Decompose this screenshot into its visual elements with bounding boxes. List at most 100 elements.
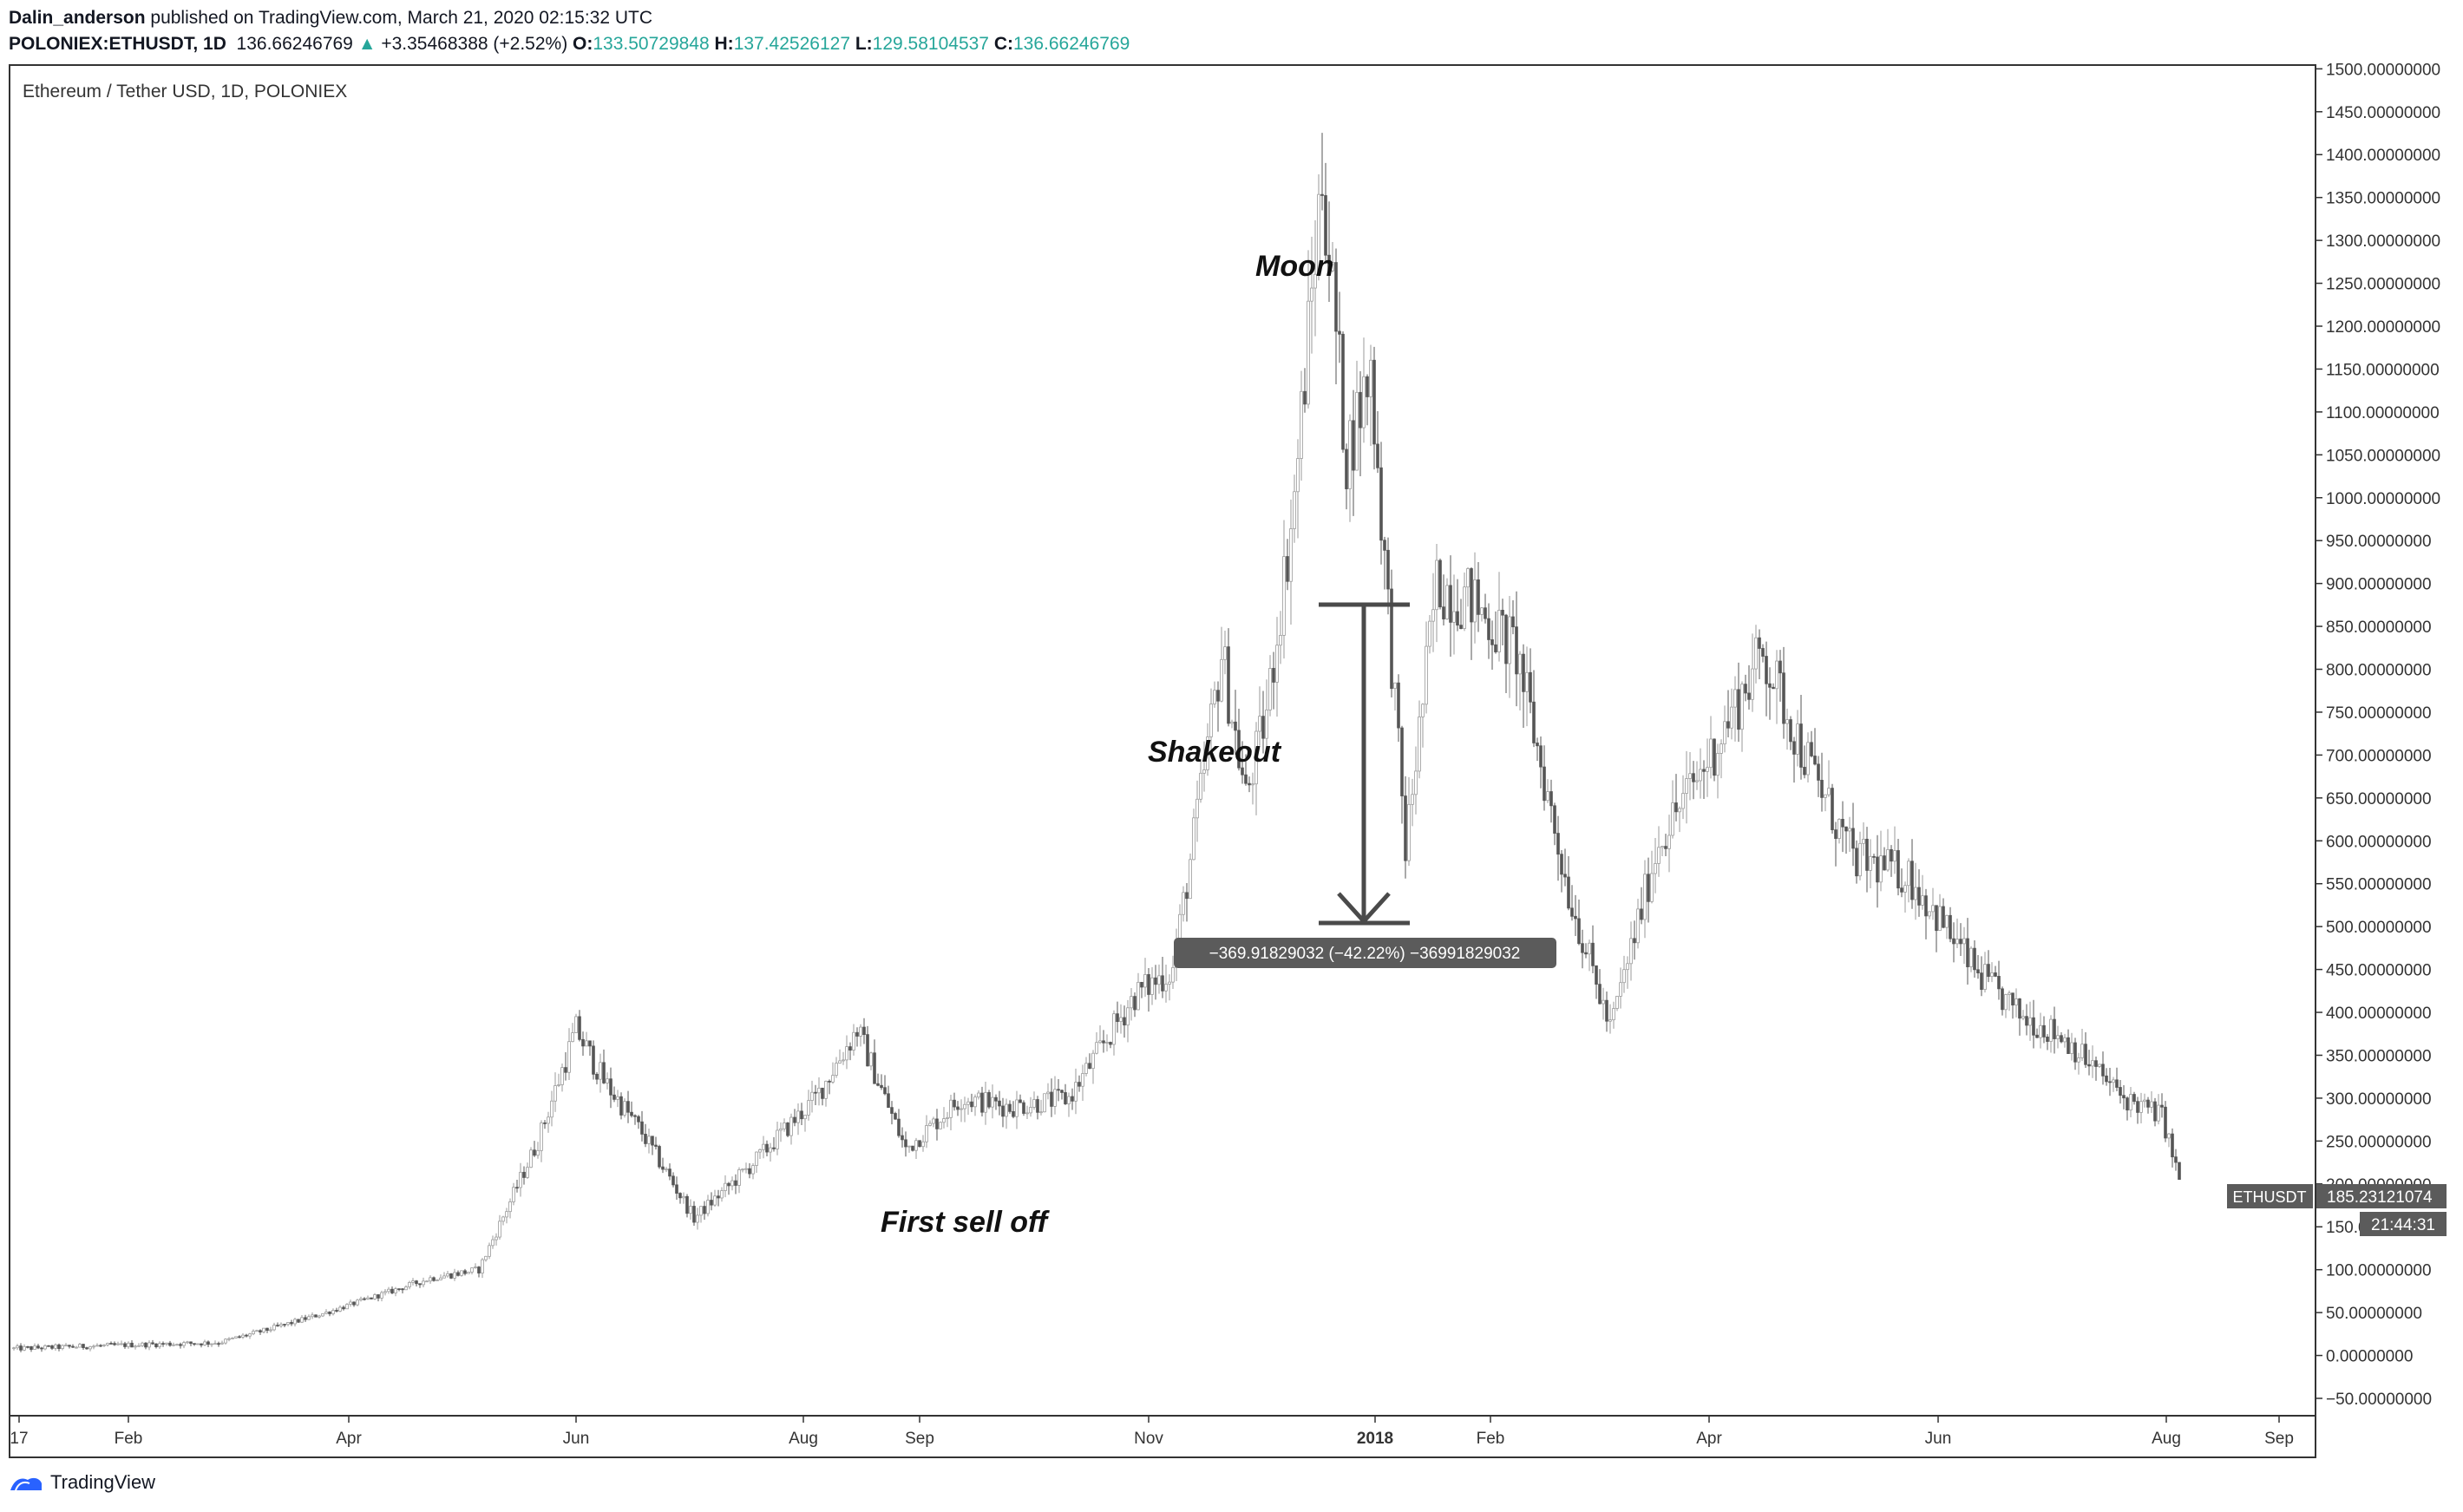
candle-body: [2067, 1037, 2070, 1054]
candle-body: [1126, 1007, 1130, 1026]
candle-body: [43, 1345, 47, 1350]
candle-body: [1706, 767, 1709, 772]
x-tick-label: Sep: [2264, 1430, 2294, 1448]
publisher-name[interactable]: Dalin_anderson: [9, 8, 146, 28]
candle-body: [1636, 908, 1640, 944]
candle-body: [717, 1195, 720, 1199]
candle-body: [1341, 333, 1345, 450]
annotation-first-sell-off[interactable]: First sell off: [881, 1206, 1051, 1239]
candle-body: [1723, 721, 1726, 745]
y-tick-label: 850.00000000: [2326, 619, 2432, 637]
candle-body: [835, 1063, 838, 1077]
candle-body: [918, 1140, 921, 1148]
candle-body: [1012, 1110, 1015, 1117]
candle-body: [231, 1338, 234, 1339]
shakeout-measure-tool[interactable]: −369.91829032 (−42.22%) −36991829032: [1174, 602, 1556, 968]
candle-body: [651, 1136, 654, 1146]
candle-body: [1345, 448, 1348, 489]
candle-body: [456, 1272, 460, 1276]
candles-layer: [12, 133, 2181, 1352]
candle-body: [206, 1341, 210, 1345]
candle-body: [245, 1334, 248, 1337]
candle-body: [828, 1080, 831, 1083]
candle-body: [1622, 969, 1626, 984]
candle-body: [1098, 1040, 1102, 1044]
candle-body: [1366, 376, 1369, 397]
candle-body: [1195, 798, 1199, 819]
candle-body: [897, 1118, 901, 1136]
candle-body: [1379, 467, 1383, 541]
candle-body: [1959, 939, 1962, 945]
triangle-up-icon: ▲: [357, 34, 377, 54]
candle-body: [168, 1342, 172, 1346]
candle-body: [182, 1342, 186, 1346]
candle-body: [1900, 887, 1903, 893]
candle-body: [1130, 996, 1133, 1009]
candle-body: [1053, 1089, 1057, 1107]
candle-body: [1473, 579, 1477, 623]
candle-body: [883, 1087, 887, 1095]
candle-body: [1796, 723, 1799, 755]
annotation-moon[interactable]: Moon: [1255, 250, 1334, 283]
countdown-box: [2360, 1212, 2447, 1236]
candle-body: [769, 1147, 772, 1153]
candle-body: [876, 1083, 880, 1086]
candle-body: [200, 1343, 203, 1345]
candle-body: [293, 1319, 297, 1325]
candle-body: [1657, 847, 1661, 864]
candle-body: [529, 1149, 533, 1168]
candle-body: [1803, 767, 1806, 776]
candle-body: [1463, 586, 1466, 630]
candle-body: [47, 1345, 50, 1347]
last-price-tag: ETHUSDT 185.23121074 21:44:31: [2227, 1184, 2447, 1236]
candle-body: [1799, 723, 1803, 768]
candle-body: [2035, 1034, 2039, 1038]
candle-body: [821, 1087, 824, 1099]
candle-body: [165, 1342, 168, 1345]
candle-body: [1230, 721, 1234, 724]
candle-body: [255, 1330, 259, 1332]
y-tick-label: 900.00000000: [2326, 576, 2432, 594]
candle-body: [1289, 528, 1293, 582]
candle-body: [33, 1345, 36, 1350]
candle-body: [2060, 1035, 2063, 1043]
y-tick-label: 1150.00000000: [2326, 361, 2440, 379]
candle-body: [1185, 892, 1189, 900]
candle-body: [1824, 794, 1827, 798]
candle-body: [1938, 906, 1942, 932]
time-axis[interactable]: 17 Feb Apr Jun Aug Sep Nov 2018 Feb Apr Jun Aug Sep: [10, 1416, 2294, 1448]
candle-body: [2167, 1133, 2171, 1139]
candle-body: [1602, 999, 1605, 1005]
candle-body: [675, 1184, 678, 1194]
candle-body: [734, 1180, 737, 1186]
candle-body: [1716, 753, 1720, 776]
candle-body: [609, 1078, 612, 1096]
candle-body: [1105, 1042, 1109, 1044]
candle-body: [1001, 1105, 1005, 1117]
candle-body: [213, 1343, 217, 1345]
x-tick-label: Nov: [1134, 1430, 1163, 1448]
y-tick-label: 1200.00000000: [2326, 318, 2440, 337]
candle-body: [116, 1343, 120, 1345]
annotation-shakeout[interactable]: Shakeout: [1148, 736, 1282, 769]
candle-body: [1164, 984, 1168, 992]
tradingview-logo-icon: [10, 1477, 42, 1491]
candle-body: [137, 1345, 141, 1347]
candle-body: [1862, 838, 1865, 844]
candle-body: [724, 1182, 727, 1191]
candle-body: [1931, 905, 1935, 913]
price-axis[interactable]: 1500.00000000 1450.00000000 1400.00000000 1…: [2316, 61, 2440, 1409]
candle-body: [949, 1099, 953, 1118]
footer-brand[interactable]: TradingView: [9, 1471, 155, 1494]
candle-body: [508, 1201, 512, 1213]
symbol-tag-box: [2227, 1184, 2313, 1208]
candle-body: [689, 1206, 692, 1214]
candle-body: [1466, 568, 1470, 588]
candle-body: [998, 1100, 1001, 1107]
candle-body: [737, 1169, 741, 1186]
candle-body: [1359, 391, 1362, 429]
candle-body: [2025, 1016, 2028, 1026]
candle-body: [2077, 1057, 2080, 1063]
arrow-down-icon: [1337, 892, 1391, 925]
